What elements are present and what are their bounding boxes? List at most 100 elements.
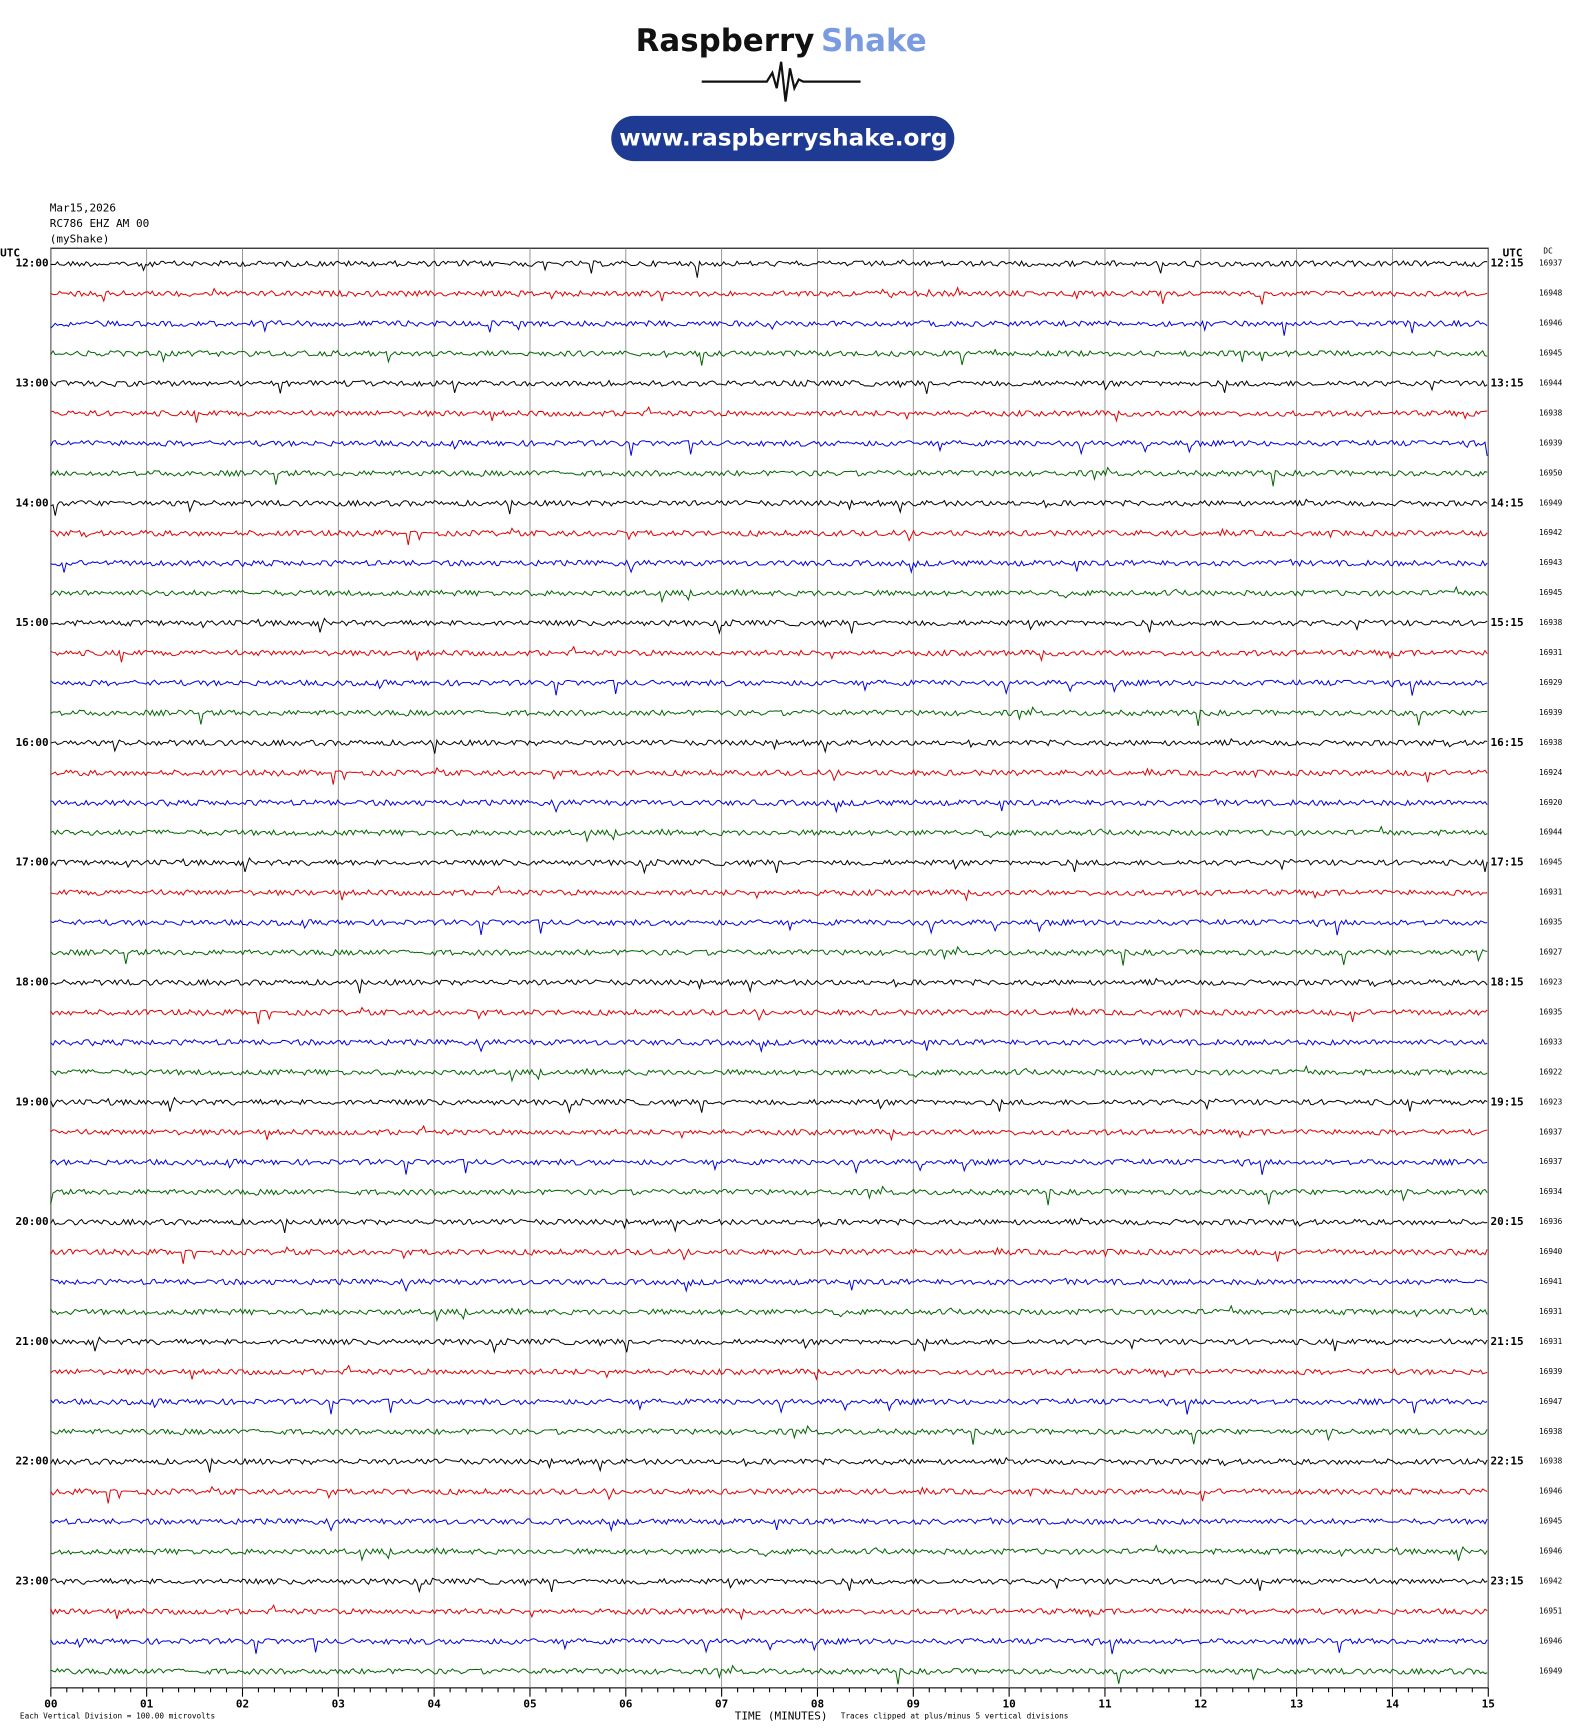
x-tick-label: 12	[1194, 1697, 1207, 1710]
dc-value: 16937	[1539, 1157, 1563, 1166]
dc-value: 16946	[1539, 1547, 1563, 1556]
dc-value: 16947	[1539, 1397, 1563, 1406]
trace	[50, 977, 1488, 994]
dc-value: 16938	[1539, 738, 1563, 747]
trace	[50, 1577, 1488, 1594]
dc-value: 16945	[1539, 349, 1563, 358]
trace	[50, 405, 1488, 423]
dc-value: 16931	[1539, 1337, 1563, 1346]
dc-value: 16920	[1539, 798, 1563, 807]
dc-value: 16944	[1539, 378, 1563, 387]
right-time-label: 12:15	[1490, 257, 1523, 270]
left-axis-label: UTC	[0, 247, 20, 260]
x-axis-label: TIME (MINUTES)	[735, 1710, 828, 1723]
left-time-label: 20:00	[15, 1215, 48, 1228]
trace	[50, 1158, 1488, 1175]
trace	[50, 1544, 1488, 1562]
left-time-label: 23:00	[15, 1575, 48, 1588]
x-tick-label: 01	[140, 1697, 154, 1710]
trace	[50, 1185, 1488, 1206]
dc-value: 16931	[1539, 648, 1563, 657]
right-time-label: 20:15	[1490, 1215, 1523, 1228]
dc-value: 16946	[1539, 319, 1563, 328]
brand: Raspberry	[636, 22, 815, 58]
dc-value: 16937	[1539, 259, 1563, 268]
trace	[50, 856, 1488, 875]
right-time-label: 19:15	[1490, 1095, 1523, 1108]
trace	[50, 1096, 1488, 1115]
right-time-label: 14:15	[1490, 496, 1523, 509]
trace	[50, 466, 1488, 487]
dc-value: 16931	[1539, 1307, 1563, 1316]
scale-note: Each Vertical Division = 100.00 microvol…	[20, 1712, 215, 1721]
trace	[50, 379, 1488, 394]
trace	[50, 527, 1488, 546]
right-time-label: 23:15	[1490, 1575, 1523, 1588]
right-axis-label: UTC	[1503, 247, 1523, 260]
dc-value: 16939	[1539, 708, 1563, 717]
dc-value: 16938	[1539, 1457, 1563, 1466]
trace	[50, 918, 1488, 936]
trace	[50, 1603, 1488, 1621]
left-time-label: 15:00	[15, 616, 48, 629]
url-pill[interactable]	[611, 115, 955, 162]
trace	[50, 348, 1488, 366]
right-time-label: 13:15	[1490, 376, 1523, 389]
trace	[50, 439, 1488, 457]
trace	[50, 558, 1488, 574]
x-tick-label: 14	[1386, 1697, 1400, 1710]
x-tick-label: 05	[523, 1697, 536, 1710]
dc-value: 16940	[1539, 1247, 1563, 1256]
dc-value: 16939	[1539, 1367, 1563, 1376]
dc-value: 16931	[1539, 888, 1563, 897]
dc-value: 16945	[1539, 858, 1563, 867]
date: Mar15,2026	[50, 202, 116, 215]
left-time-label: 14:00	[15, 496, 48, 509]
dc-value: 16949	[1539, 498, 1563, 507]
dc-value: 16939	[1539, 438, 1563, 447]
trace	[50, 259, 1488, 278]
dc-value: 16927	[1539, 948, 1563, 957]
trace	[50, 1397, 1488, 1415]
dc-value: 16938	[1539, 618, 1563, 627]
dc-value: 16929	[1539, 678, 1563, 687]
x-tick-label: 08	[811, 1697, 824, 1710]
x-tick-label: 09	[907, 1697, 920, 1710]
trace	[50, 945, 1488, 966]
x-tick-label: 13	[1290, 1697, 1303, 1710]
left-time-label: 16:00	[15, 736, 48, 749]
x-tick-label: 15	[1482, 1697, 1495, 1710]
right-time-label: 17:15	[1490, 856, 1523, 869]
dc-value: 16923	[1539, 1097, 1563, 1106]
x-tick-label: 03	[332, 1697, 345, 1710]
trace	[50, 1485, 1488, 1504]
logo-wave	[701, 61, 861, 102]
trace	[50, 1277, 1488, 1293]
dc-value: 16923	[1539, 977, 1563, 986]
trace	[50, 1456, 1488, 1473]
left-time-label: 13:00	[15, 376, 48, 389]
url[interactable]: www.raspberryshake.org	[619, 126, 947, 152]
dc-value: 16942	[1539, 528, 1562, 537]
trace	[50, 498, 1488, 516]
dc-value: 16922	[1539, 1067, 1562, 1076]
dc-value: 16935	[1539, 918, 1563, 927]
dc-value: 16924	[1539, 768, 1563, 777]
left-time-label: 19:00	[15, 1095, 48, 1108]
x-tick-label: 11	[1098, 1697, 1112, 1710]
x-tick-label: 04	[428, 1697, 442, 1710]
dc-value: 16938	[1539, 1427, 1563, 1436]
x-tick-label: 10	[1002, 1697, 1015, 1710]
dc-value: 16946	[1539, 1487, 1563, 1496]
right-time-label: 16:15	[1490, 736, 1523, 749]
trace	[50, 1006, 1488, 1025]
trace	[50, 1217, 1488, 1234]
dc-value: 16949	[1539, 1666, 1563, 1675]
dc-value: 16935	[1539, 1007, 1563, 1016]
x-tick-label: 02	[236, 1697, 249, 1710]
right-time-label: 21:15	[1490, 1335, 1523, 1348]
left-time-label: 17:00	[15, 856, 48, 869]
plot-frame	[50, 247, 1489, 1689]
